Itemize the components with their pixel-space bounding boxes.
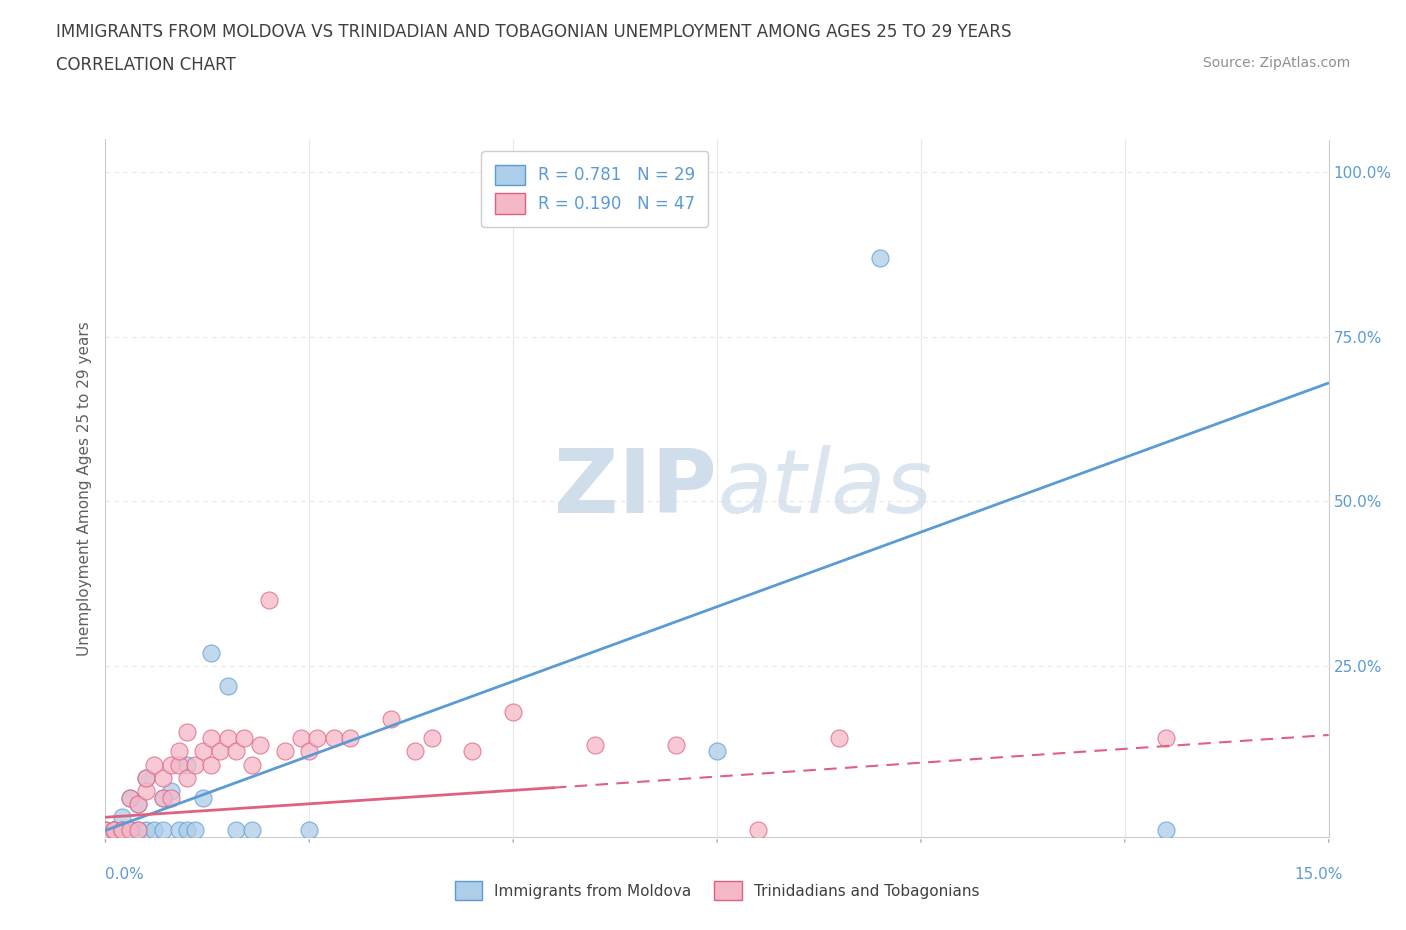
Point	[103, 823, 125, 838]
Point	[706, 744, 728, 759]
Point	[404, 744, 426, 759]
Point	[103, 823, 125, 838]
Legend: Immigrants from Moldova, Trinidadians and Tobagonians: Immigrants from Moldova, Trinidadians an…	[449, 875, 986, 906]
Point	[176, 770, 198, 785]
Point	[111, 810, 134, 825]
Point	[380, 711, 402, 726]
Point	[869, 250, 891, 265]
Point	[665, 737, 688, 752]
Text: CORRELATION CHART: CORRELATION CHART	[56, 56, 236, 73]
Point	[152, 823, 174, 838]
Point	[225, 823, 247, 838]
Point	[118, 790, 141, 805]
Point	[127, 823, 149, 838]
Y-axis label: Unemployment Among Ages 25 to 29 years: Unemployment Among Ages 25 to 29 years	[77, 321, 93, 656]
Point	[193, 790, 215, 805]
Text: 0.0%: 0.0%	[105, 867, 145, 882]
Point	[322, 731, 344, 746]
Point	[747, 823, 769, 838]
Point	[152, 790, 174, 805]
Point	[127, 797, 149, 812]
Point	[135, 783, 157, 798]
Point	[103, 823, 125, 838]
Point	[111, 823, 134, 838]
Point	[143, 823, 166, 838]
Point	[118, 823, 141, 838]
Point	[94, 823, 117, 838]
Point	[176, 757, 198, 772]
Point	[298, 823, 321, 838]
Point	[184, 823, 207, 838]
Point	[135, 770, 157, 785]
Point	[420, 731, 443, 746]
Point	[217, 678, 239, 693]
Point	[339, 731, 361, 746]
Point	[290, 731, 312, 746]
Point	[217, 731, 239, 746]
Point	[828, 731, 851, 746]
Point	[111, 823, 134, 838]
Point	[257, 592, 280, 607]
Point	[152, 790, 174, 805]
Text: Source: ZipAtlas.com: Source: ZipAtlas.com	[1202, 56, 1350, 70]
Point	[159, 757, 181, 772]
Point	[274, 744, 297, 759]
Text: 15.0%: 15.0%	[1295, 867, 1343, 882]
Point	[127, 797, 149, 812]
Point	[176, 823, 198, 838]
Point	[135, 823, 157, 838]
Point	[583, 737, 606, 752]
Point	[200, 757, 222, 772]
Point	[1154, 731, 1177, 746]
Point	[135, 770, 157, 785]
Point	[208, 744, 231, 759]
Point	[118, 823, 141, 838]
Text: atlas: atlas	[717, 445, 932, 531]
Point	[249, 737, 271, 752]
Point	[167, 744, 190, 759]
Point	[152, 770, 174, 785]
Point	[200, 645, 222, 660]
Point	[193, 744, 215, 759]
Point	[143, 757, 166, 772]
Point	[200, 731, 222, 746]
Point	[240, 823, 263, 838]
Point	[184, 757, 207, 772]
Point	[298, 744, 321, 759]
Point	[233, 731, 256, 746]
Point	[167, 823, 190, 838]
Point	[240, 757, 263, 772]
Point	[94, 823, 117, 838]
Point	[94, 823, 117, 838]
Text: IMMIGRANTS FROM MOLDOVA VS TRINIDADIAN AND TOBAGONIAN UNEMPLOYMENT AMONG AGES 25: IMMIGRANTS FROM MOLDOVA VS TRINIDADIAN A…	[56, 23, 1012, 41]
Point	[307, 731, 329, 746]
Point	[159, 790, 181, 805]
Point	[167, 757, 190, 772]
Point	[502, 705, 524, 720]
Point	[118, 790, 141, 805]
Point	[176, 724, 198, 739]
Text: ZIP: ZIP	[554, 445, 717, 532]
Point	[461, 744, 484, 759]
Point	[1154, 823, 1177, 838]
Point	[103, 823, 125, 838]
Point	[127, 823, 149, 838]
Point	[111, 823, 134, 838]
Point	[159, 783, 181, 798]
Point	[225, 744, 247, 759]
